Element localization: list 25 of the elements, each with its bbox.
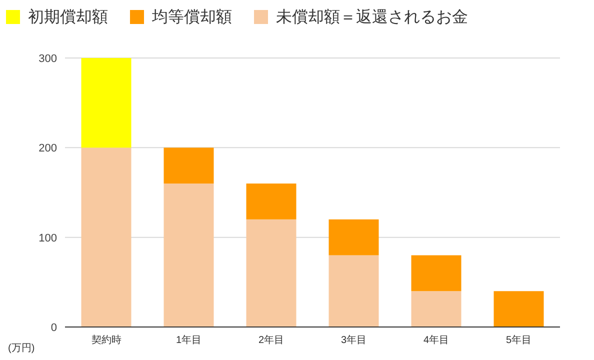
bar bbox=[246, 184, 296, 220]
bar bbox=[81, 148, 132, 327]
x-tick-label: 契約時 bbox=[91, 334, 122, 346]
bar bbox=[494, 291, 544, 327]
bar bbox=[328, 255, 379, 327]
x-tick-label: 2年目 bbox=[258, 334, 284, 346]
y-tick-label: 0 bbox=[50, 322, 57, 334]
bar bbox=[81, 58, 132, 148]
x-tick-label: 3年目 bbox=[340, 334, 367, 346]
y-tick-label: 100 bbox=[38, 232, 57, 244]
y-tick-label: 300 bbox=[38, 53, 57, 65]
bar bbox=[164, 184, 214, 327]
bar bbox=[411, 291, 462, 327]
legend-label: 未償却額＝返還されるお金 bbox=[276, 8, 468, 26]
bar bbox=[328, 219, 379, 256]
bar bbox=[246, 219, 296, 327]
legend-label: 初期償却額 bbox=[28, 8, 108, 26]
x-tick-label: 1年目 bbox=[176, 334, 202, 346]
y-axis-title: (万円) bbox=[8, 343, 35, 354]
bar bbox=[164, 148, 214, 184]
legend-label: 均等償却額 bbox=[151, 8, 232, 26]
bar bbox=[411, 255, 462, 292]
x-tick-label: 5年目 bbox=[506, 334, 532, 346]
x-tick-label: 4年目 bbox=[423, 334, 450, 346]
y-tick-label: 200 bbox=[38, 142, 57, 155]
